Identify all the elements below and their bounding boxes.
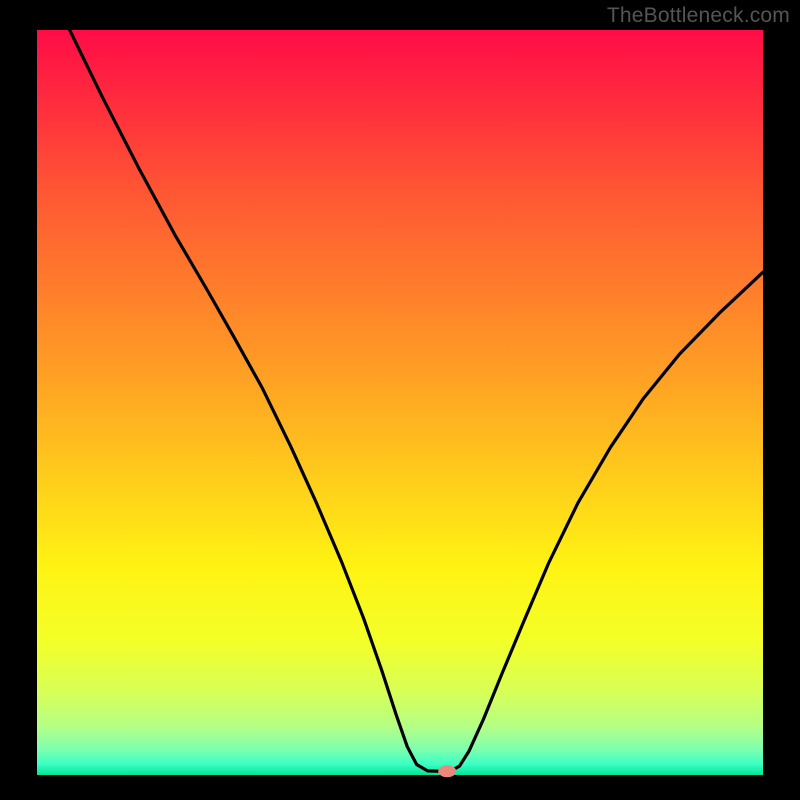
plot-background xyxy=(37,30,763,775)
watermark-text: TheBottleneck.com xyxy=(607,4,790,28)
bottleneck-chart xyxy=(0,0,800,800)
optimal-marker xyxy=(438,765,456,777)
chart-container: TheBottleneck.com xyxy=(0,0,800,800)
